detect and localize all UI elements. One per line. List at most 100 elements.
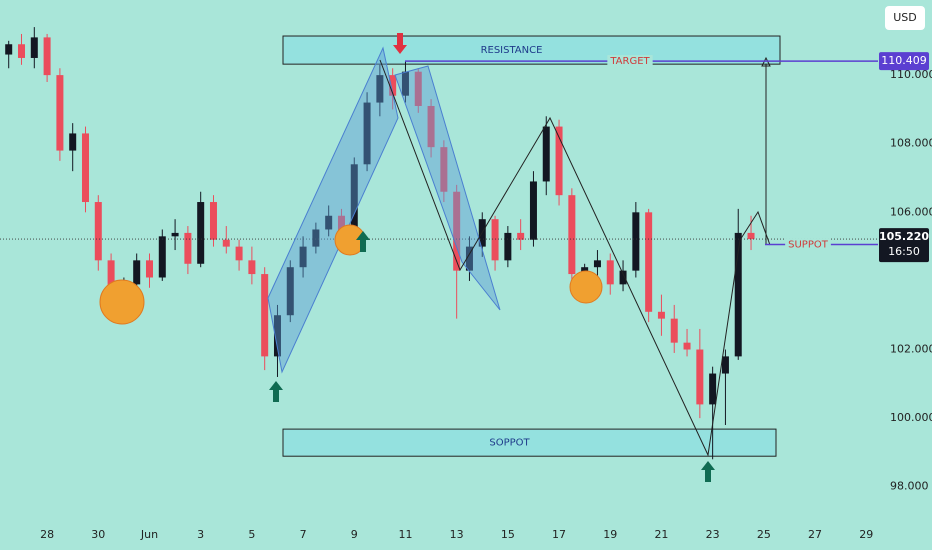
candle-body [158,236,166,278]
overlay: 98.000 100.000 102.000 106.000 108.000 110.00… [40,52,932,541]
candle-body [504,232,512,261]
x-tick-label: 19 [603,528,617,541]
candle-body [491,219,499,261]
candle-body [568,195,576,275]
candle-body [363,102,371,165]
drawings [99,33,771,482]
candle-body [81,133,89,203]
candle-body [273,315,281,357]
down-arrow [393,33,407,54]
candle-body [389,75,397,96]
candle-body [747,232,755,240]
candle-body [18,44,26,58]
last-price-box [879,228,929,263]
candle-body [299,246,307,268]
candle-body [427,105,435,148]
candle-body [145,260,153,278]
up-arrow [356,231,370,252]
up-arrow [701,461,715,482]
last-price-label: 105.220 [879,230,929,243]
zone [282,428,777,457]
candle-body [235,246,243,261]
x-tick-label: 3 [197,528,204,541]
zone-label: SOPPOT [489,438,530,449]
candle-body [721,356,729,374]
rising-channel [267,46,399,374]
x-tick-label: 9 [351,528,358,541]
candle-body [542,126,550,182]
y-tick-label: 102.000 [890,343,932,356]
candle-body [645,212,653,312]
candle-body [107,260,115,295]
candle-body [5,44,13,55]
level-name-bg [607,55,653,68]
y-tick-label: 106.000 [890,205,932,218]
candle-body [222,239,230,247]
x-tick-label: 27 [808,528,822,541]
x-tick-label: 25 [757,528,771,541]
candle-body [30,37,38,58]
candle-body [401,71,409,96]
candle-body [555,126,563,196]
candle-body [69,133,77,151]
currency-box [885,6,925,30]
x-tick-label: Jun [140,528,158,541]
candle-body [440,147,448,192]
candle-body [619,270,627,285]
projection-arrow [761,56,771,67]
up-arrow [269,381,283,402]
highlight-circle [99,279,145,325]
x-tick-label: 13 [450,528,464,541]
candle-body [56,75,64,151]
zone [282,35,781,65]
level-label-box [879,52,929,71]
plot: RESISTANCE SOPPOT [0,27,878,460]
x-tick-label: 30 [91,528,105,541]
candle-body [376,75,384,103]
candle-body [43,37,51,76]
candle-body [632,212,640,271]
candle-body [606,260,614,285]
x-tick-label: 11 [398,528,412,541]
level-label: 110.409 [881,54,927,67]
candle-body [286,267,294,316]
candle-body [209,202,217,240]
level-name: TARGET [609,56,650,67]
candle-body [517,232,525,240]
x-tick-label: 7 [300,528,307,541]
x-tick-label: 23 [706,528,720,541]
falling-channel [394,65,501,311]
x-tick-label: 5 [248,528,255,541]
y-tick-label: 100.000 [890,411,932,424]
candle-body [312,229,320,247]
x-tick-label: 29 [859,528,873,541]
countdown: 16:50 [888,245,920,258]
candle-body [670,318,678,343]
candle-body [453,191,461,271]
candle-body [414,71,422,106]
candle-body [248,260,256,275]
candle-body [94,202,102,261]
candle-body [465,246,473,271]
y-tick-label: 110.000 [890,68,932,81]
x-tick-label: 15 [501,528,515,541]
candle-body [133,260,141,285]
candle-body [184,232,192,264]
currency: USD [893,11,917,24]
x-tick-label: 21 [654,528,668,541]
candle-body [197,202,205,264]
level-name: SUPPOT [788,240,829,251]
candle-body [350,164,358,237]
x-tick-label: 28 [40,528,54,541]
pattern-line [379,59,771,457]
level-name-bg [785,238,831,251]
candle-body [657,311,665,319]
candle-body [261,274,269,357]
highlight-circle [569,270,603,304]
candle-body [337,215,345,237]
y-tick-label: 98.000 [890,480,929,493]
y-tick-label: 108.000 [890,137,932,150]
candle-body [683,342,691,350]
candle-body [529,181,537,240]
